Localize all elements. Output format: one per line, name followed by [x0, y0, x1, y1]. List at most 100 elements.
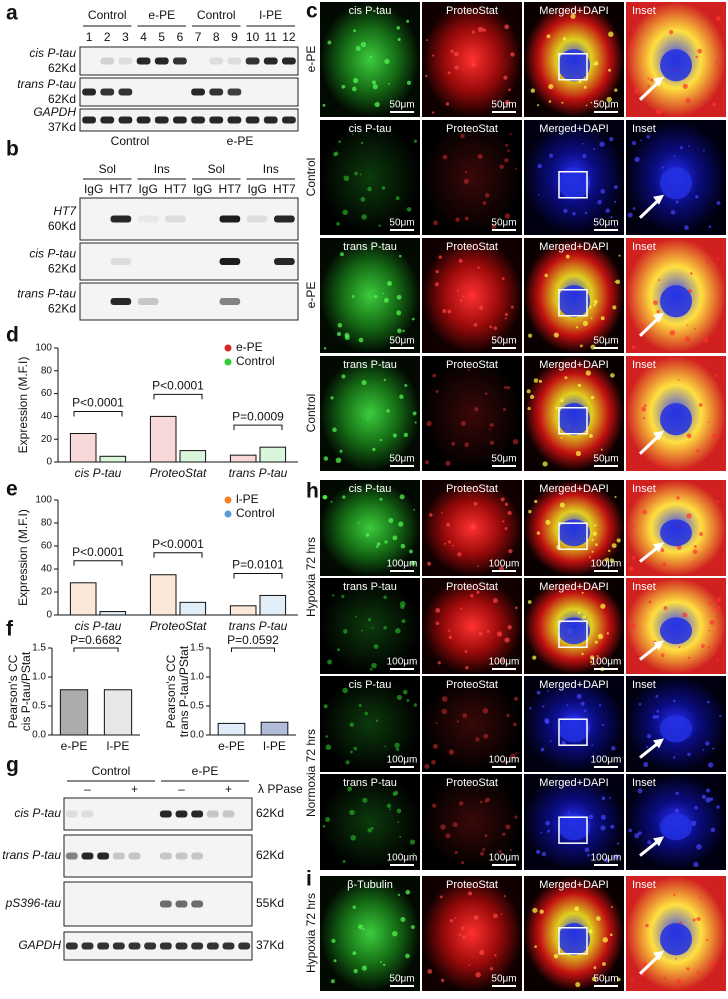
speckle — [705, 938, 709, 942]
speckle — [631, 525, 635, 528]
channel-label: cis P-tau — [349, 679, 392, 691]
speckle — [482, 201, 487, 205]
lane-label: HT7 — [164, 182, 187, 196]
lane-label: IgG — [247, 182, 266, 196]
speckle — [576, 326, 579, 329]
speckle — [504, 502, 509, 507]
band — [173, 116, 187, 124]
nucleus — [660, 285, 692, 318]
speckle — [630, 978, 634, 982]
speckle — [632, 28, 635, 31]
speckle — [709, 601, 713, 605]
speckle — [440, 978, 445, 982]
speckle — [597, 199, 602, 205]
speckle — [660, 653, 665, 658]
speckle — [438, 255, 442, 259]
band — [175, 810, 188, 818]
nucleus — [660, 923, 692, 956]
arrowhead — [653, 430, 664, 441]
blot — [63, 797, 253, 831]
lane-label: 5 — [158, 30, 165, 44]
arrow — [638, 955, 660, 975]
speckle — [630, 43, 635, 47]
band — [128, 852, 141, 860]
lane-label: 1 — [86, 30, 93, 44]
size-label: 62Kd — [256, 806, 284, 820]
speckle — [386, 409, 390, 413]
speckle — [589, 660, 593, 664]
speckle — [465, 666, 469, 670]
y-axis-label: cis P-tau/PStat — [19, 651, 33, 731]
speckle — [341, 374, 346, 379]
speckle — [686, 513, 692, 519]
band — [137, 298, 159, 305]
band — [82, 88, 96, 96]
speckle — [471, 62, 476, 68]
band — [173, 57, 187, 65]
speckle — [446, 522, 451, 527]
speckle — [440, 511, 443, 514]
speckle — [708, 629, 711, 632]
speckle — [655, 108, 662, 115]
band — [154, 116, 169, 124]
speckle — [628, 566, 634, 572]
band — [191, 942, 204, 950]
band — [154, 57, 169, 65]
speckle — [611, 543, 617, 549]
speckle — [684, 336, 691, 342]
speckle — [482, 847, 486, 851]
speckle — [476, 590, 480, 594]
speckle — [479, 305, 484, 310]
speckle — [675, 463, 679, 466]
speckle — [397, 37, 401, 42]
bar — [217, 722, 246, 736]
speckle — [413, 509, 416, 511]
speckle — [367, 418, 369, 421]
speckle — [591, 976, 597, 982]
speckle — [692, 918, 696, 922]
speckle — [527, 333, 533, 338]
speckle — [457, 552, 462, 557]
speckle — [367, 618, 372, 622]
micrograph — [422, 876, 522, 991]
speckle — [450, 49, 454, 54]
speckle — [696, 916, 701, 922]
speckle — [632, 556, 636, 560]
speckle — [369, 668, 373, 671]
x-tick-label: e-PE — [61, 739, 88, 753]
speckle — [692, 549, 698, 555]
band — [263, 116, 278, 124]
speckle — [507, 511, 512, 516]
speckle — [332, 594, 335, 597]
x-tick-label: e-PE — [218, 739, 245, 753]
band — [282, 116, 296, 124]
speckle — [608, 31, 614, 37]
band — [81, 852, 94, 860]
speckle — [424, 460, 430, 465]
speckle — [656, 709, 660, 713]
size-label: 62Kd — [48, 92, 76, 106]
micrograph — [422, 774, 522, 870]
y-tick-label: 0 — [46, 610, 52, 621]
band — [219, 215, 241, 223]
speckle — [343, 629, 348, 634]
speckle — [461, 926, 465, 930]
speckle — [323, 347, 327, 350]
speckle — [613, 854, 619, 860]
speckle — [360, 197, 366, 202]
speckle — [699, 532, 704, 536]
arrowhead — [653, 312, 664, 323]
speckle — [712, 747, 715, 750]
speckle — [596, 655, 599, 657]
speckle — [448, 629, 451, 632]
speckle — [330, 500, 333, 503]
speckle — [686, 433, 692, 439]
speckle — [380, 961, 382, 963]
speckle — [592, 531, 597, 536]
speckle — [447, 540, 451, 544]
speckle — [593, 966, 597, 970]
speckle — [330, 979, 335, 984]
x-tick-label: trans P-tau — [229, 619, 288, 633]
speckle — [392, 931, 398, 937]
speckle — [500, 497, 505, 502]
